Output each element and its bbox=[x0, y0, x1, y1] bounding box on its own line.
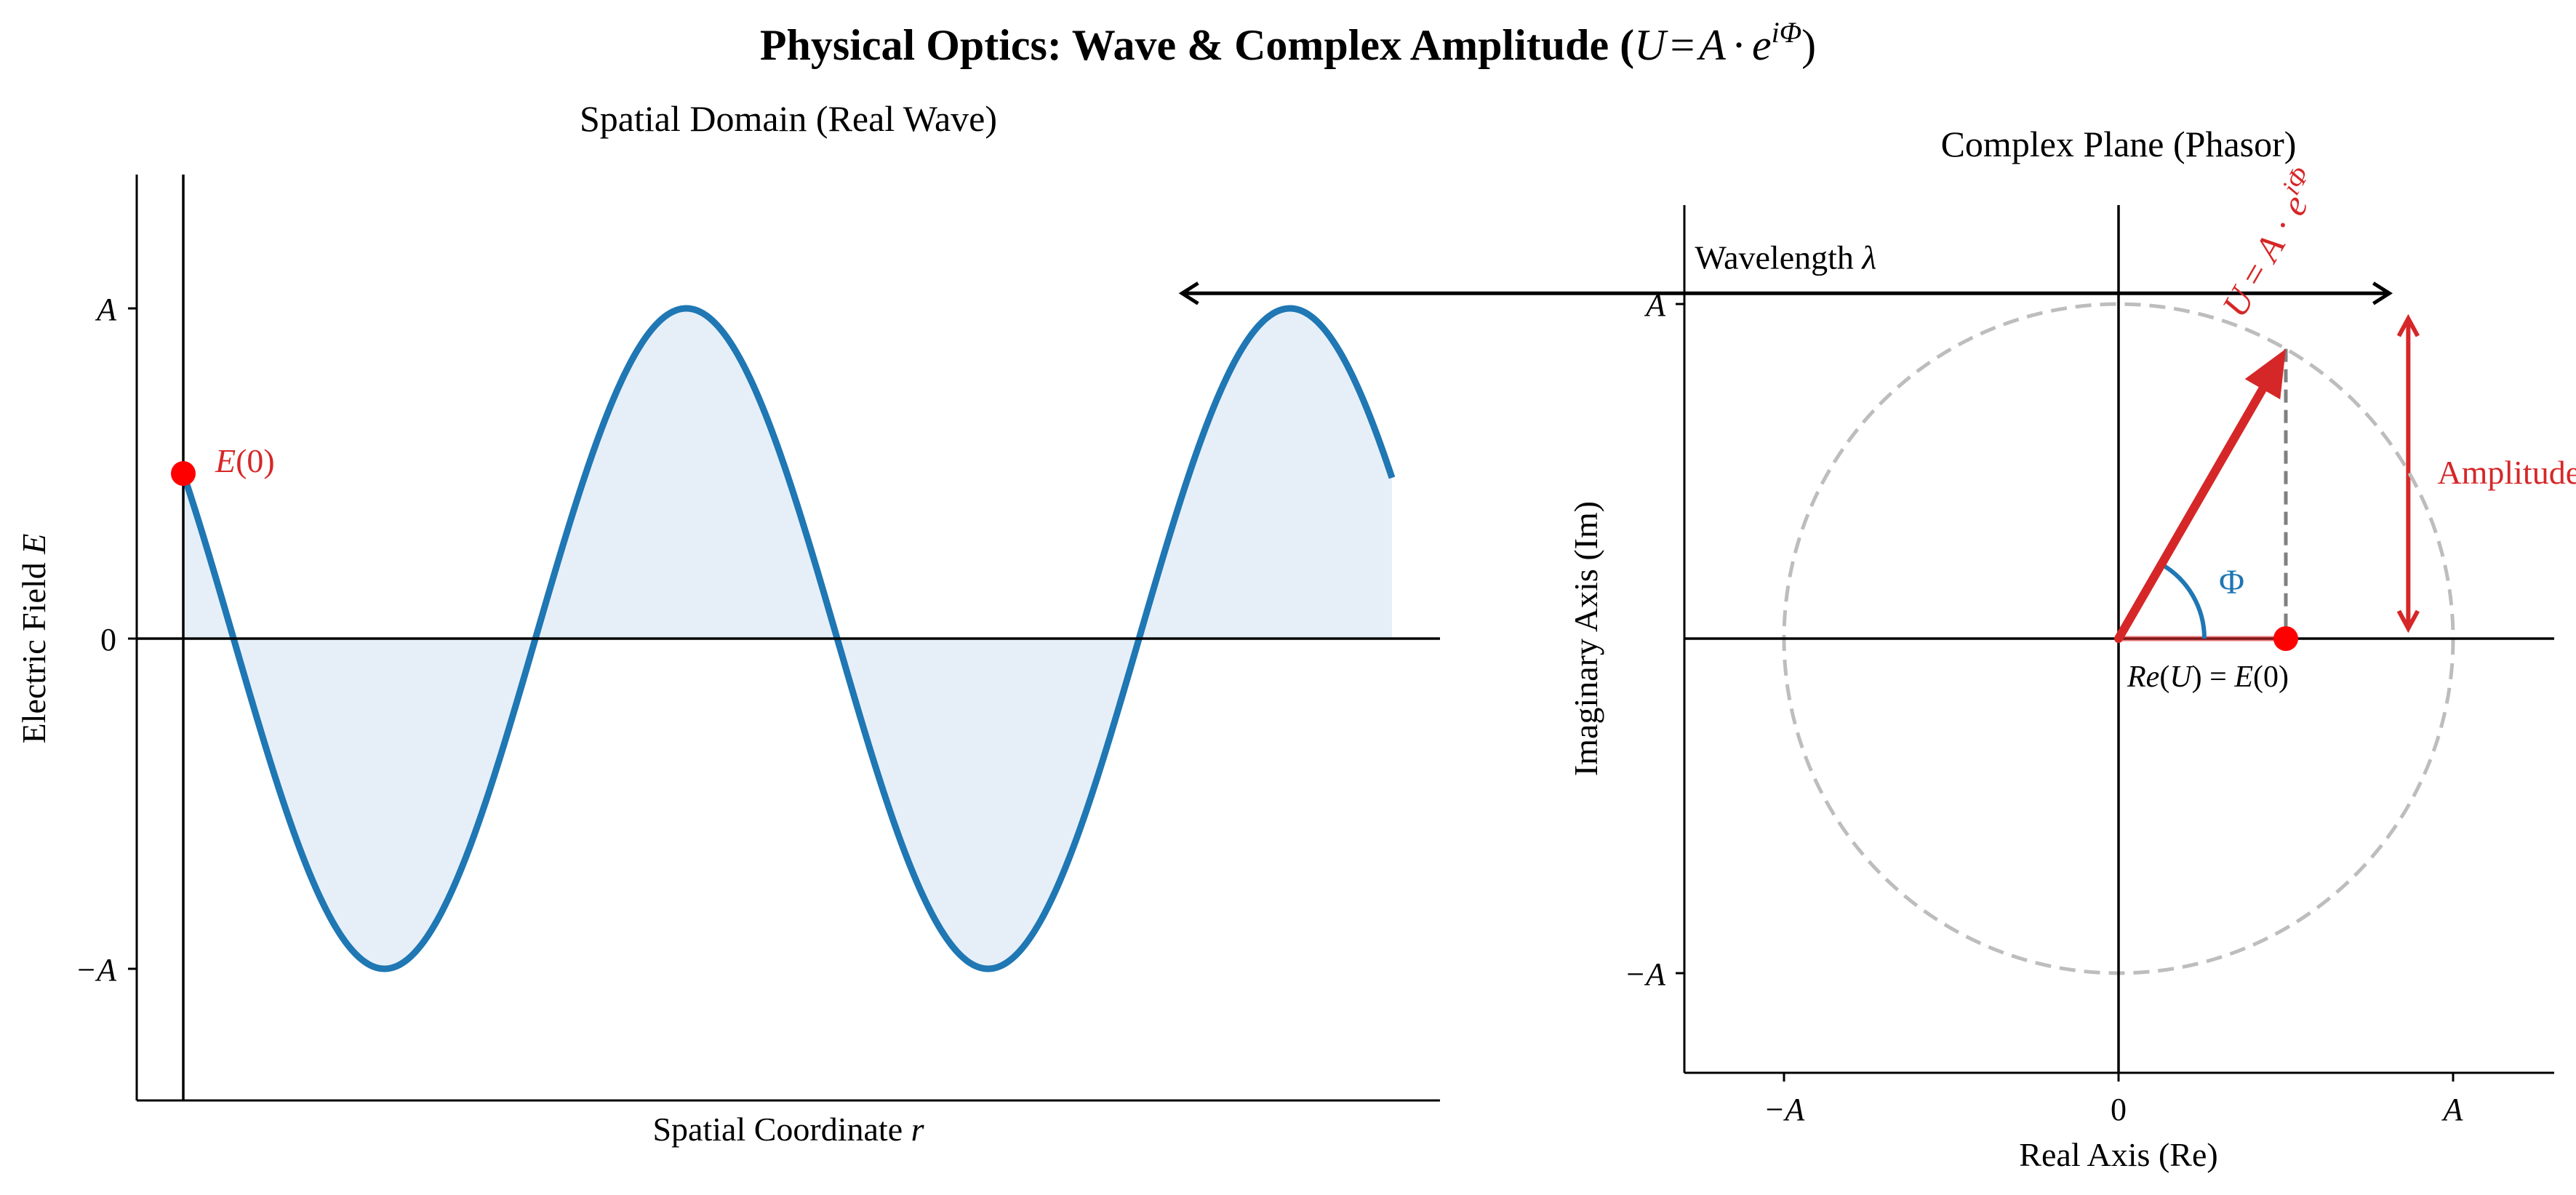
e0-point bbox=[171, 461, 196, 486]
wave-x-label-var: r bbox=[911, 1111, 925, 1148]
title-eq-u: U bbox=[1634, 21, 1668, 69]
wave-chart: Spatial Domain (Real Wave) A 0 −A Electric… bbox=[15, 98, 2576, 1148]
phasor-chart: Complex Plane (Phasor) Φ Re(U) = E(0) U … bbox=[1567, 124, 2554, 1173]
phasor-label: U = A · eiΦ bbox=[2209, 161, 2329, 324]
title-eq-a: A bbox=[1696, 21, 1726, 69]
figure-title: Physical Optics: Wave & Complex Amplitud… bbox=[760, 16, 1816, 69]
amplitude-arrowhead-top bbox=[2396, 313, 2420, 337]
e0-label: E(0) bbox=[215, 442, 275, 479]
wave-y-label: Electric Field E bbox=[15, 534, 52, 744]
phase-angle-label: Φ bbox=[2219, 563, 2244, 602]
phasor-x-tick-label: −A bbox=[1764, 1092, 1806, 1127]
wavelength-label-text: Wavelength bbox=[1695, 239, 1862, 276]
phasor-y-ticks: A −A bbox=[1624, 287, 1684, 992]
wave-x-label: Spatial Coordinate r bbox=[652, 1111, 924, 1148]
amplitude-label: Amplitude A bbox=[2437, 454, 2576, 491]
phasor-y-label: Imaginary Axis (Im) bbox=[1567, 501, 1604, 776]
wave-y-tick-label: 0 bbox=[100, 622, 116, 658]
amplitude-label-text: Amplitude bbox=[2437, 454, 2576, 491]
wave-y-label-text: Electric Field bbox=[15, 554, 52, 744]
wavelength-label: Wavelength λ bbox=[1695, 239, 1876, 276]
wavelength-arrowhead-left bbox=[1178, 281, 1199, 305]
wave-y-tick-label: A bbox=[95, 292, 117, 327]
phasor-chart-title: Complex Plane (Phasor) bbox=[1941, 124, 2297, 164]
wave-chart-title: Spatial Domain (Real Wave) bbox=[580, 98, 997, 139]
wavelength-arrowhead-right bbox=[2372, 281, 2393, 305]
wave-y-ticks: A 0 −A bbox=[75, 292, 137, 988]
phasor-x-label: Real Axis (Re) bbox=[2019, 1136, 2217, 1173]
title-eq-dot: · bbox=[1732, 21, 1746, 69]
phasor-arrow bbox=[2114, 380, 2269, 643]
phasor-x-ticks: −A 0 A bbox=[1764, 1073, 2464, 1127]
wave-y-tick-label: −A bbox=[75, 952, 117, 988]
title-close: ) bbox=[1801, 21, 1816, 69]
projection-label: Re(U) = E(0) bbox=[2127, 660, 2289, 694]
title-eq-e: e bbox=[1752, 21, 1772, 69]
wave-curve bbox=[180, 305, 1396, 972]
wave-x-label-text: Spatial Coordinate bbox=[652, 1111, 911, 1148]
wave-y-label-var: E bbox=[15, 534, 52, 555]
phasor-y-tick-label: −A bbox=[1624, 956, 1666, 992]
title-eq-sup: iΦ bbox=[1772, 16, 1802, 49]
phasor-x-tick-label: 0 bbox=[2111, 1092, 2127, 1127]
figure-title-main: Physical Optics: Wave & Complex Amplitud… bbox=[760, 21, 1634, 69]
phasor-arrowhead bbox=[2244, 348, 2286, 400]
phase-angle-arc bbox=[2160, 562, 2207, 639]
real-part-point bbox=[2273, 626, 2298, 651]
title-eq-equals: = bbox=[1670, 21, 1695, 69]
wavelength-label-symbol: λ bbox=[1860, 239, 1876, 276]
phasor-x-tick-label: A bbox=[2441, 1092, 2464, 1127]
phasor-y-tick-label: A bbox=[1644, 287, 1666, 323]
amplitude-arrowhead-bottom bbox=[2396, 610, 2420, 634]
